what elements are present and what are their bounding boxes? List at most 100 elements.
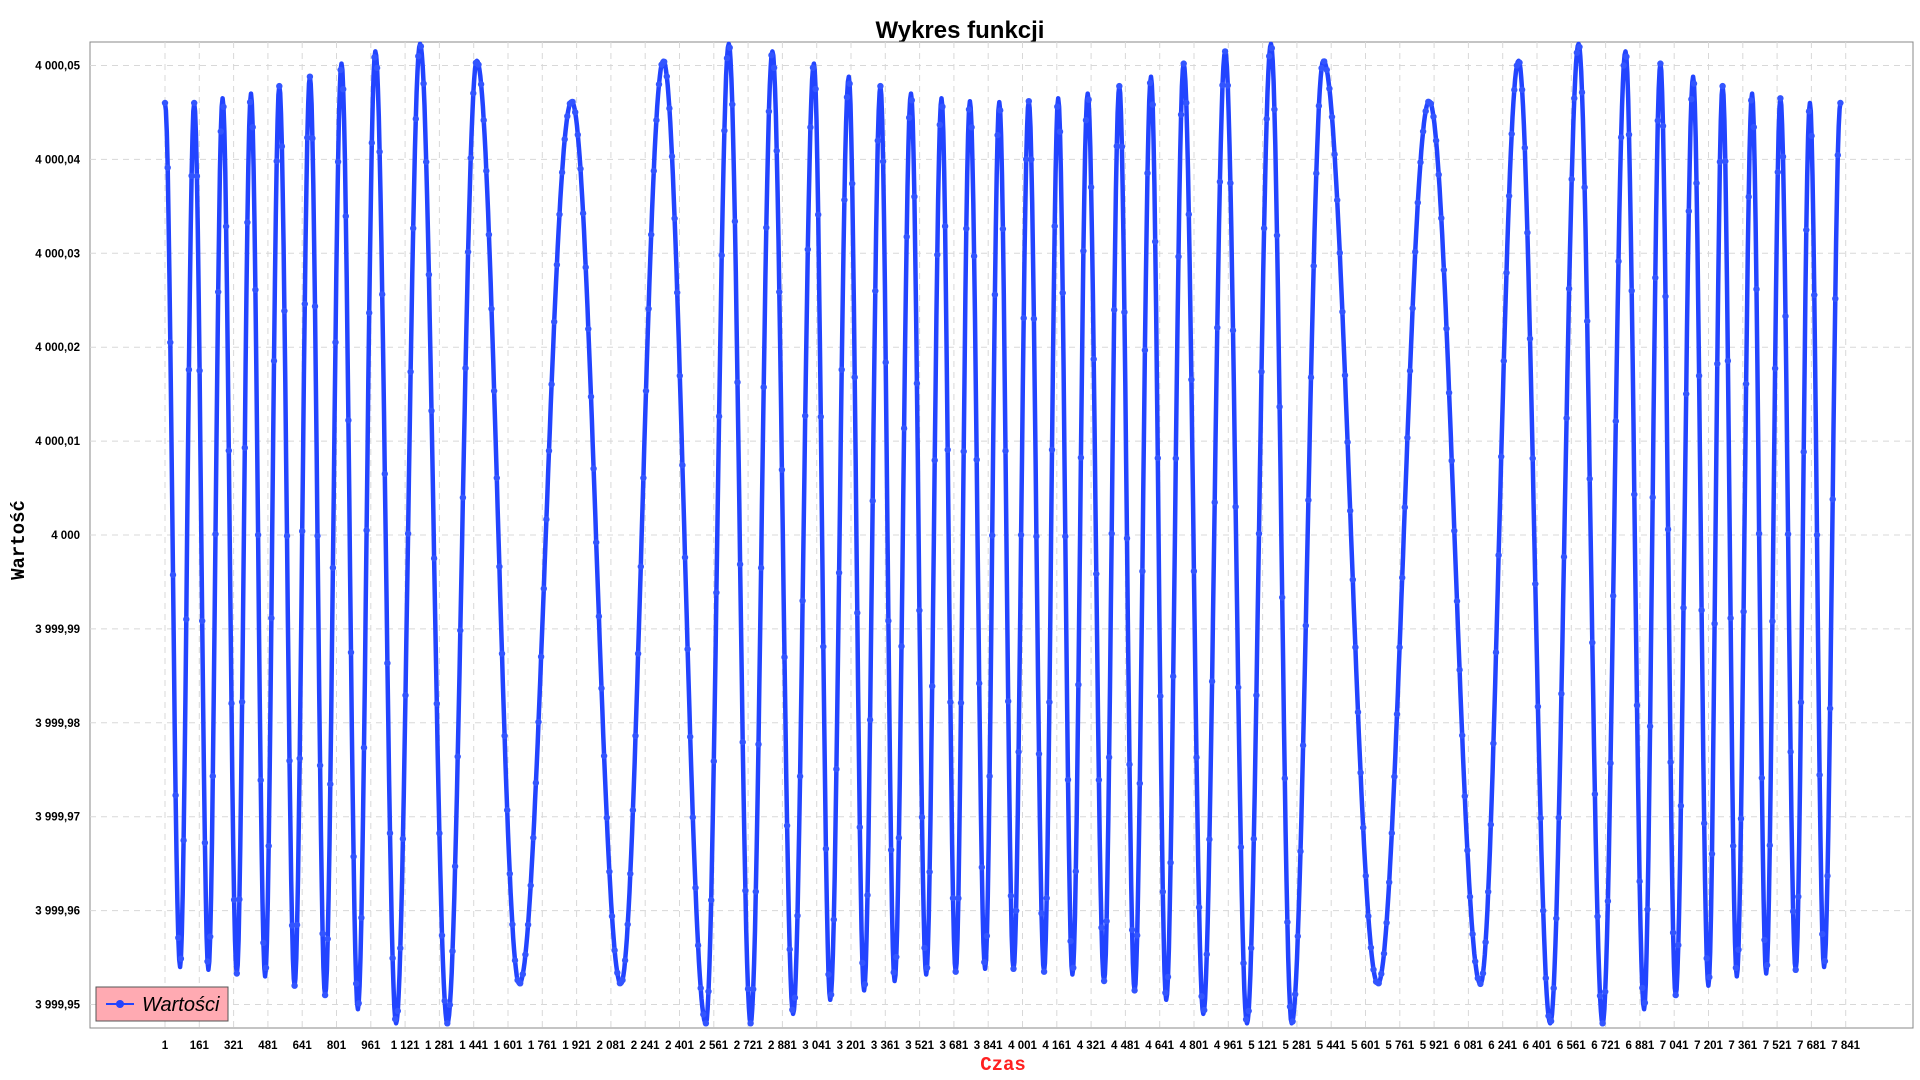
data-point	[420, 80, 427, 87]
x-axis-label: Czas	[980, 1054, 1026, 1076]
data-point	[653, 117, 660, 124]
data-point	[817, 413, 824, 420]
data-point	[281, 307, 288, 315]
data-point	[802, 412, 809, 419]
data-point	[1331, 151, 1338, 158]
data-point	[301, 300, 308, 308]
data-point	[1469, 930, 1476, 938]
data-point	[1157, 692, 1164, 700]
data-point	[882, 359, 889, 366]
data-point	[1693, 179, 1700, 187]
data-point	[1591, 790, 1599, 798]
data-point	[501, 732, 508, 739]
data-point	[270, 357, 278, 365]
data-point	[726, 44, 733, 51]
data-point	[684, 645, 691, 653]
data-point	[846, 80, 853, 87]
data-point	[595, 613, 603, 620]
data-point	[1708, 850, 1716, 858]
data-point	[441, 997, 448, 1004]
data-point	[931, 457, 938, 464]
data-point	[1134, 932, 1141, 939]
data-point	[490, 387, 498, 395]
data-point	[872, 287, 879, 295]
data-point	[1690, 80, 1698, 87]
data-point	[1121, 309, 1128, 316]
data-point	[1782, 313, 1789, 320]
data-point	[1547, 1017, 1555, 1025]
data-point	[1482, 939, 1489, 946]
data-point	[934, 251, 941, 258]
data-point	[249, 124, 256, 131]
data-point	[786, 946, 793, 953]
data-point	[1188, 376, 1195, 383]
x-tick-label: 1	[162, 1040, 169, 1052]
legend-label: Wartości	[142, 994, 220, 1016]
data-point	[944, 446, 951, 453]
x-tick-label: 2 401	[665, 1040, 694, 1052]
data-point	[854, 609, 861, 617]
data-point	[212, 530, 219, 538]
data-point	[900, 425, 908, 432]
data-point	[1414, 199, 1422, 206]
data-point	[397, 945, 404, 952]
data-point	[358, 914, 365, 921]
data-point	[1550, 985, 1557, 992]
data-point	[1172, 455, 1180, 462]
data-point	[296, 755, 303, 762]
data-point	[1558, 690, 1565, 697]
data-point	[833, 765, 840, 773]
data-point	[1154, 454, 1162, 462]
data-point	[1005, 698, 1012, 705]
data-point	[201, 839, 209, 846]
data-point	[739, 738, 746, 746]
data-point	[1649, 494, 1656, 501]
x-tick-label: 7 041	[1660, 1040, 1689, 1052]
data-point	[273, 157, 280, 165]
data-point	[283, 532, 291, 540]
x-tick-label: 3 361	[871, 1040, 900, 1052]
data-point	[535, 718, 542, 726]
data-point	[1524, 229, 1531, 236]
data-point	[457, 627, 464, 634]
data-point	[773, 147, 780, 154]
data-point	[1085, 96, 1092, 103]
data-point	[193, 172, 201, 180]
data-point	[859, 959, 866, 967]
data-point	[1235, 684, 1242, 691]
data-point	[1103, 917, 1110, 925]
y-tick-label: 4 000	[51, 530, 80, 542]
data-point	[1211, 499, 1218, 506]
data-point	[1354, 708, 1362, 716]
data-point	[1526, 335, 1534, 342]
data-point	[1352, 644, 1359, 651]
data-point	[477, 81, 485, 88]
x-tick-label: 3 841	[974, 1040, 1003, 1052]
data-point	[161, 99, 169, 107]
x-tick-label: 4 001	[1008, 1040, 1037, 1052]
data-point	[1054, 103, 1061, 110]
data-point	[551, 318, 558, 325]
data-point	[713, 589, 720, 596]
data-point	[244, 219, 251, 226]
data-point	[1347, 507, 1354, 514]
data-point	[645, 305, 652, 312]
x-tick-label: 7 361	[1728, 1040, 1757, 1052]
data-point	[864, 891, 871, 899]
data-point	[582, 264, 589, 271]
x-tick-label: 321	[224, 1040, 244, 1052]
data-point	[1248, 945, 1255, 952]
data-point	[1185, 211, 1193, 218]
data-point	[600, 752, 608, 760]
data-point	[1703, 955, 1710, 962]
data-point	[1758, 774, 1766, 782]
x-tick-label: 6 401	[1523, 1040, 1552, 1052]
data-point	[715, 413, 723, 420]
data-point	[1406, 367, 1414, 375]
data-point	[1479, 970, 1487, 977]
data-point	[246, 98, 254, 106]
data-point	[663, 73, 670, 80]
data-point	[1030, 315, 1038, 322]
y-tick-label: 4 000,05	[35, 60, 80, 72]
data-point	[407, 368, 414, 375]
